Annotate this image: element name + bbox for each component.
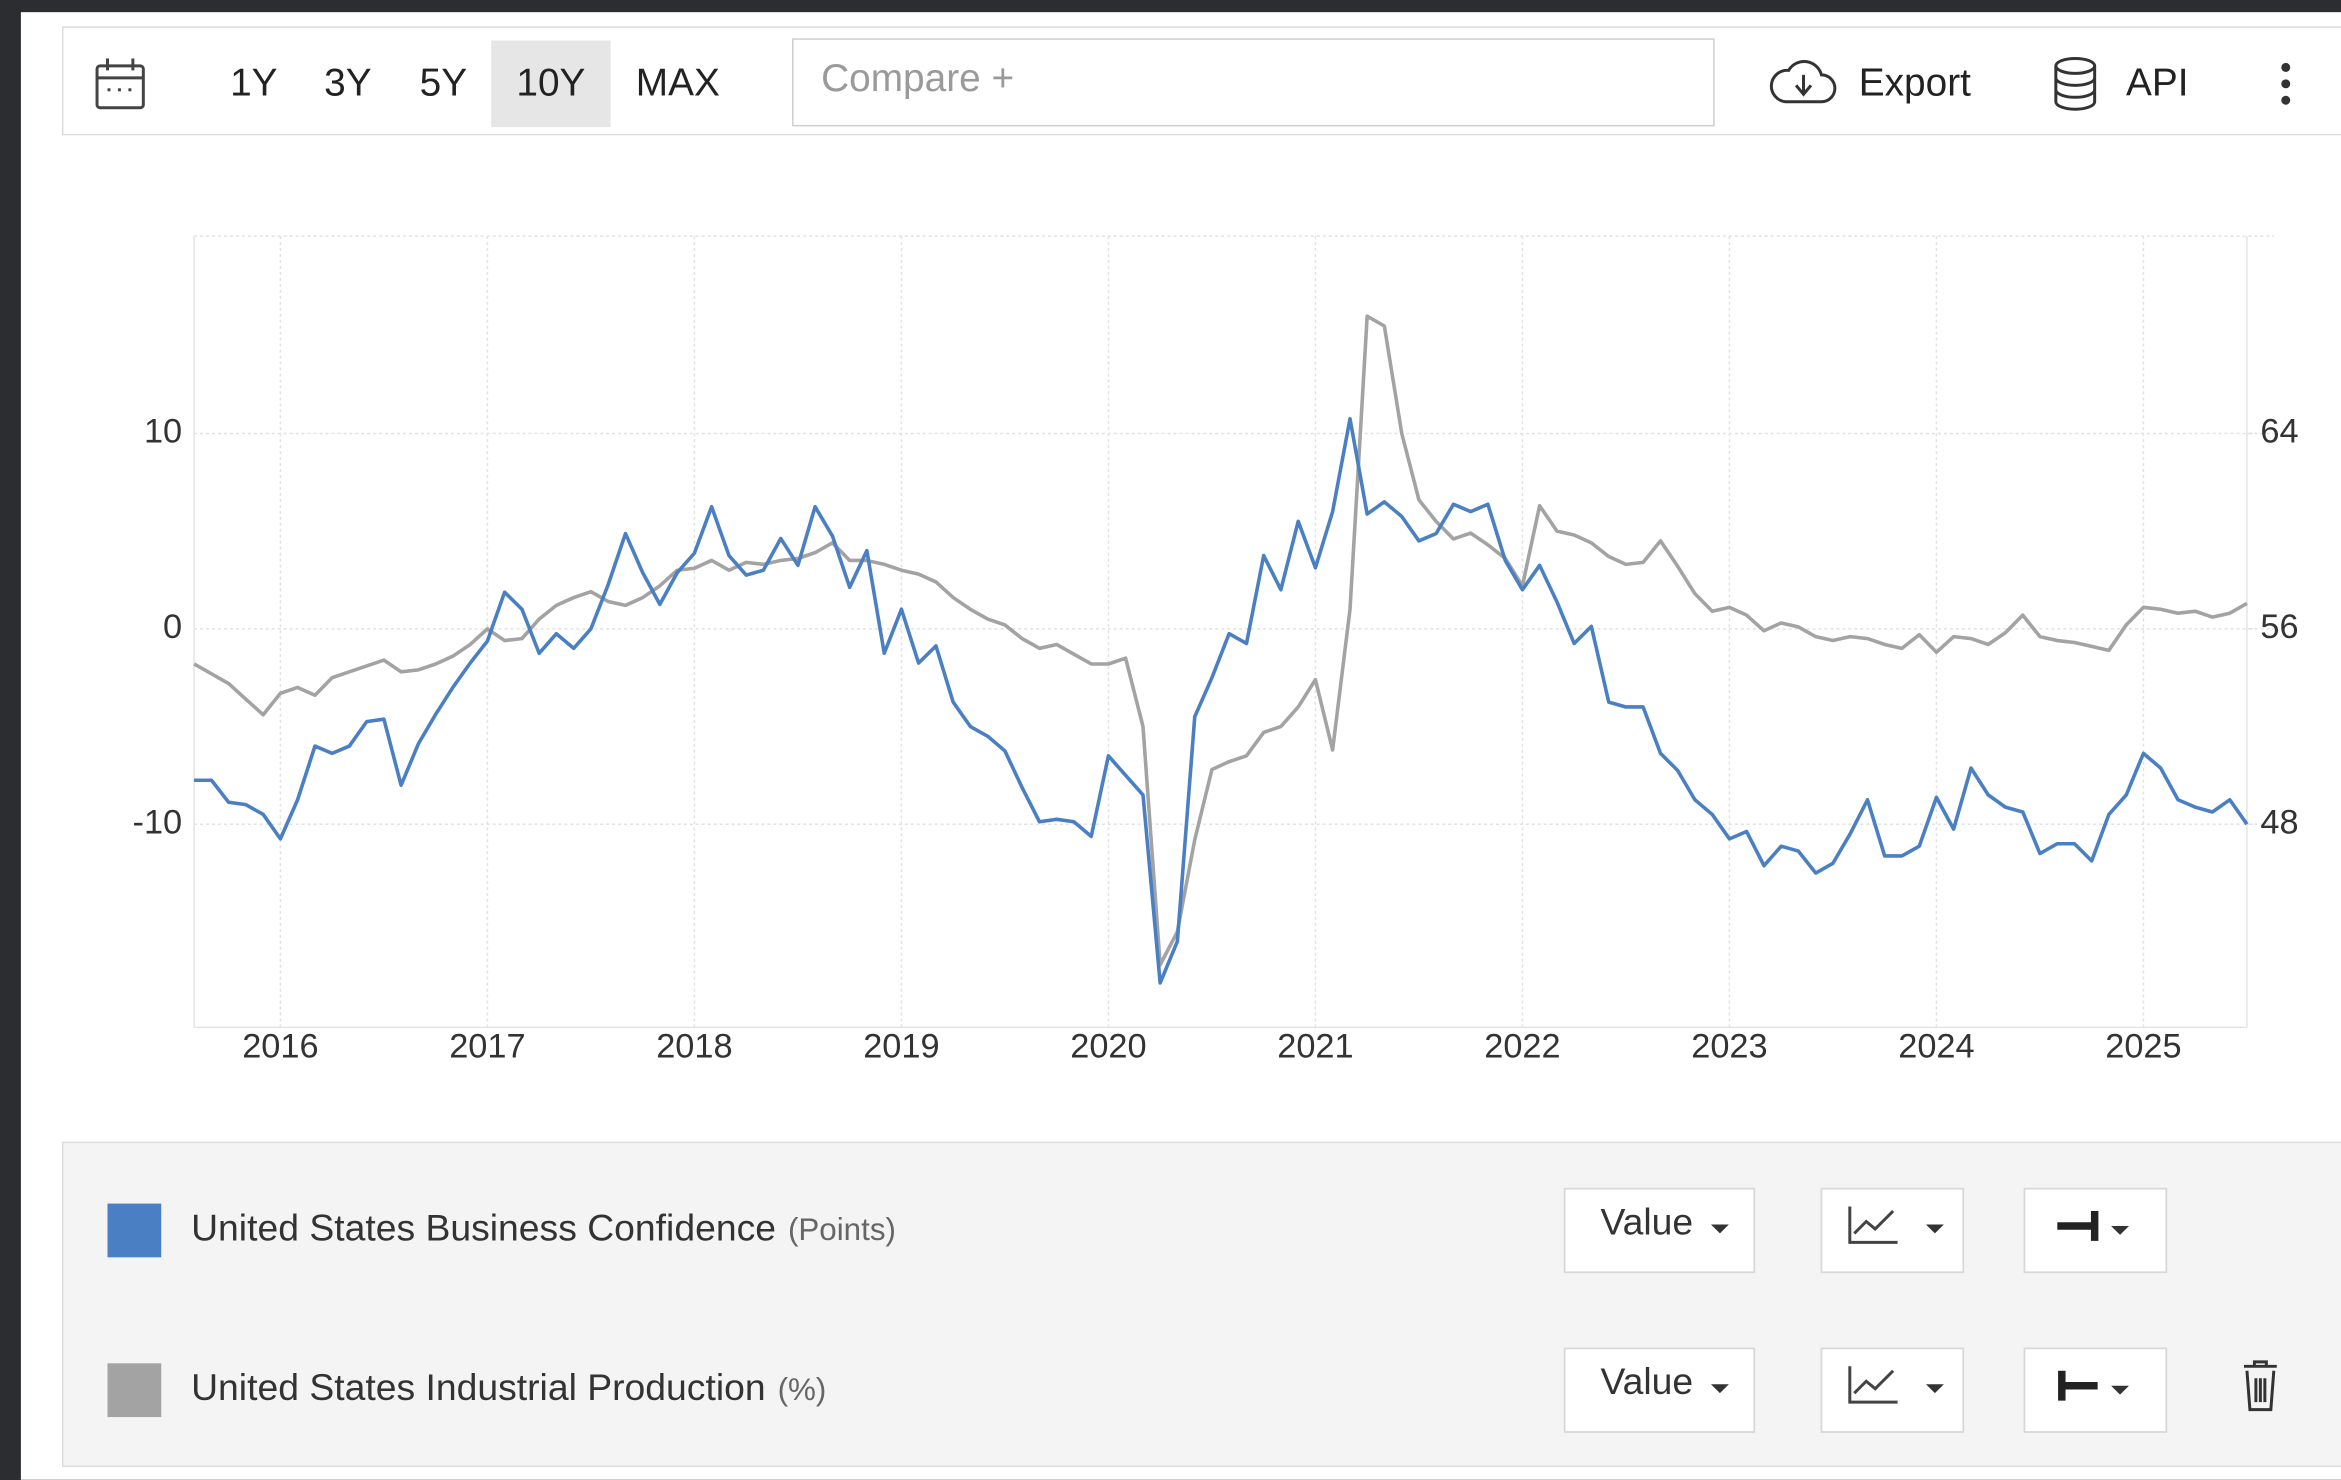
legend-swatch: [107, 1363, 162, 1418]
range-selected: [491, 40, 611, 128]
legend-label: United States Business Confidence: [191, 1206, 776, 1248]
chart-type-dropdown[interactable]: [1820, 1187, 1965, 1274]
calendar-icon[interactable]: [95, 58, 145, 110]
line-chart-icon: [1848, 1206, 1898, 1244]
legend-unit: (Points): [788, 1212, 896, 1247]
caret: [1710, 1224, 1729, 1234]
caret: [1925, 1224, 1944, 1234]
x-tick-label: 2025: [2105, 1027, 2181, 1065]
axis-dropdown[interactable]: [2023, 1347, 2168, 1433]
chart-type-dropdown[interactable]: [1820, 1347, 1965, 1433]
caret: [1925, 1384, 1944, 1394]
api-button[interactable]: API: [2126, 62, 2189, 105]
value-dropdown-label: Value: [1600, 1200, 1693, 1242]
more-menu[interactable]: [2281, 62, 2291, 105]
compare-input[interactable]: [792, 38, 1715, 127]
x-tick-label: 2020: [1070, 1027, 1146, 1065]
range-button[interactable]: 10Y: [516, 62, 585, 105]
legend-unit: (%): [778, 1372, 827, 1407]
x-tick-label: 2024: [1898, 1027, 1974, 1065]
range-button[interactable]: 3Y: [324, 62, 372, 105]
export-icon[interactable]: [1769, 59, 1837, 104]
y2-tick-label: 64: [2260, 413, 2298, 451]
value-dropdown-label: Value: [1600, 1360, 1693, 1402]
legend-swatch: [107, 1203, 162, 1258]
line-chart-icon: [1848, 1366, 1898, 1404]
y-tick-label: -10: [133, 803, 183, 841]
series-line: [193, 314, 2248, 967]
range-button[interactable]: 5Y: [420, 62, 468, 105]
y-tick-label: 0: [163, 608, 182, 646]
legend-panel: [61, 1141, 2341, 1468]
x-tick-label: 2021: [1277, 1027, 1353, 1065]
axis-left-icon: [2058, 1370, 2098, 1401]
delete-icon[interactable]: [2243, 1360, 2277, 1412]
x-tick-label: 2023: [1691, 1027, 1767, 1065]
export-button[interactable]: Export: [1859, 62, 1971, 105]
range-button[interactable]: MAX: [636, 62, 720, 105]
y2-tick-label: 48: [2260, 803, 2298, 841]
x-tick-label: 2017: [449, 1027, 525, 1065]
x-tick-label: 2022: [1484, 1027, 1560, 1065]
x-tick-label: 2016: [242, 1027, 318, 1065]
caret: [2111, 1385, 2129, 1395]
series-line: [194, 417, 2249, 985]
caret: [1710, 1384, 1729, 1394]
api-icon[interactable]: [2054, 56, 2097, 111]
caret: [2111, 1225, 2129, 1235]
legend-label: United States Industrial Production: [191, 1366, 766, 1408]
x-tick-label: 2019: [863, 1027, 939, 1065]
compare-placeholder: Compare +: [821, 57, 1014, 100]
range-button[interactable]: 1Y: [230, 62, 278, 105]
axis-right-icon: [2057, 1211, 2099, 1241]
x-tick-label: 2018: [656, 1027, 732, 1065]
y-tick-label: 10: [144, 413, 182, 451]
y2-tick-label: 56: [2260, 608, 2298, 646]
